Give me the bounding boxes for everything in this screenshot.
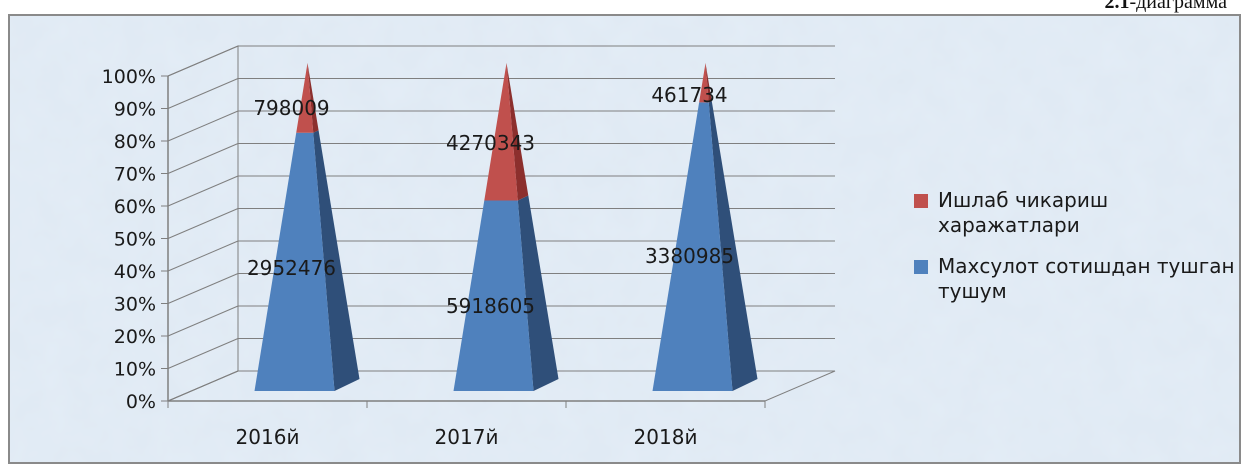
data-label-costs: 461734 <box>651 83 727 107</box>
y-tick-label: 30% <box>114 294 156 316</box>
x-tick-label: 2016й <box>236 425 300 449</box>
x-tick-label: 2017й <box>435 425 499 449</box>
gridline-diagonal <box>167 175 239 207</box>
pyramid-segment-revenue <box>652 102 733 392</box>
data-label-costs: 798009 <box>253 96 329 120</box>
pyramid-side-costs <box>705 63 712 103</box>
data-label-revenue: 2952476 <box>247 256 336 280</box>
pyramid-side-costs <box>307 63 319 133</box>
data-label-revenue: 5918605 <box>446 294 535 318</box>
y-tick-label: 70% <box>114 164 156 186</box>
pyramid-segment-revenue <box>254 132 335 391</box>
x-tick-label: 2018й <box>634 425 698 449</box>
y-tick-label: 10% <box>114 359 156 381</box>
gridline-diagonal <box>167 305 239 337</box>
y-tick-label: 0% <box>126 391 156 413</box>
y-tick-label: 50% <box>114 229 156 251</box>
gridline-diagonal <box>167 273 239 304</box>
y-tick-label: 100% <box>102 66 156 88</box>
y-tick-label: 60% <box>114 196 156 218</box>
gridline-diagonal <box>167 78 239 109</box>
chart-frame: 0% 10% 20% 30% 40% 50% 60% 70% 80% 90% 100% 2952476… <box>8 14 1241 464</box>
pyramid-chart: 0% 10% 20% 30% 40% 50% 60% 70% 80% 90% 100% 2952476… <box>10 16 1239 462</box>
gridline-diagonal <box>167 338 239 369</box>
pyramid-segment-costs <box>484 63 518 201</box>
diagram-caption: 2.1-диаграмма <box>1104 0 1227 13</box>
data-label-costs: 4270343 <box>446 131 535 155</box>
data-label-revenue: 3380985 <box>645 244 734 268</box>
y-tick-label: 80% <box>114 131 156 153</box>
pyramid-segment-costs <box>699 63 709 103</box>
legend-swatch-costs <box>914 194 928 208</box>
pyramid-segment-revenue <box>453 200 534 391</box>
y-tick-label: 40% <box>114 261 156 283</box>
y-tick-label: 90% <box>114 99 156 121</box>
gridline-diagonal <box>167 143 239 174</box>
pyramid-side-revenue <box>708 100 758 392</box>
chart-background-texture <box>10 16 1239 462</box>
legend-label-revenue: Махсулот сотишдан тушган тушум <box>938 254 1235 303</box>
gridline-diagonal <box>167 240 239 272</box>
gridline-diagonal <box>167 208 239 239</box>
y-tick-label: 20% <box>114 326 156 348</box>
pyramid-side-revenue <box>517 195 559 391</box>
gridline-diagonal <box>167 110 239 142</box>
pyramid-side-costs <box>506 63 529 201</box>
legend-swatch-revenue <box>914 260 928 274</box>
pyramid-side-revenue <box>313 130 360 391</box>
gridline-diagonal <box>167 370 239 402</box>
pyramid-segment-costs <box>296 63 314 133</box>
gridline-diagonal <box>167 45 239 77</box>
legend-label-costs: Ишлаб чикариш харажатлари <box>938 188 1109 237</box>
